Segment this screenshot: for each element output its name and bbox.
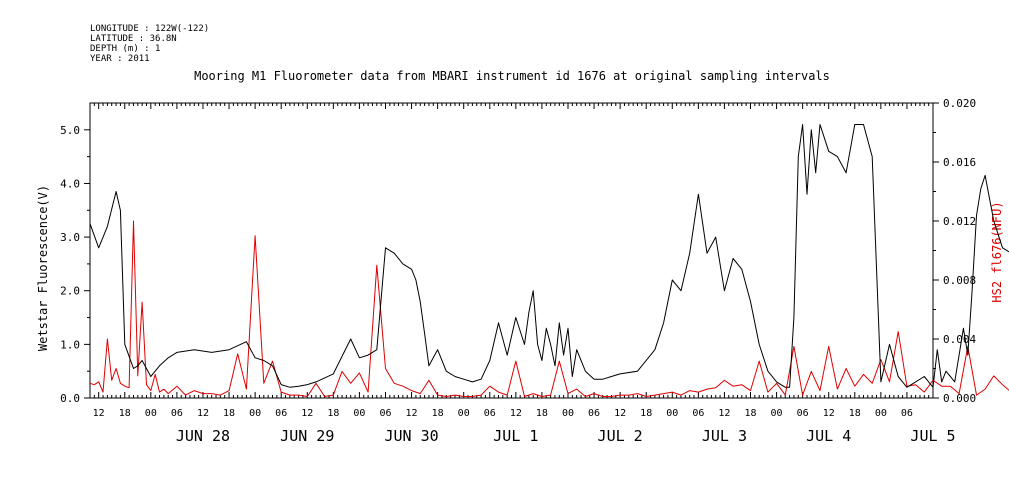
header-info: LONGITUDE : 122W(-122) LATITUDE : 36.8N … — [90, 24, 209, 64]
x-hour-label: 00 — [562, 408, 574, 419]
header-year: YEAR : 2011 — [90, 54, 150, 64]
y2-tick-label: 0.016 — [943, 156, 976, 169]
y-tick-label: 2.0 — [60, 285, 80, 298]
right-axis: 0.000 0.004 0.008 0.012 0.016 0.020 — [933, 97, 976, 405]
x-hour-label: 00 — [458, 408, 470, 419]
x-hour-label: 06 — [484, 408, 496, 419]
x-day-label: JUL 5 — [910, 427, 955, 445]
x-hour-label: 18 — [640, 408, 652, 419]
y-tick-label: 5.0 — [60, 124, 80, 137]
x-hour-label: 06 — [379, 408, 391, 419]
plot-frame — [89, 102, 934, 399]
time-axis: 12 18 00 06 12 18 00 06 12 18 00 06 12 18 00 06 12 18 00 06… — [89, 103, 956, 445]
x-hour-label: 12 — [93, 408, 105, 419]
series-line-hs2 — [89, 220, 1009, 397]
y-tick-label: 3.0 — [60, 231, 80, 244]
left-axis-label: Wetstar Fluorescence(V) — [36, 185, 50, 351]
header-latitude: LATITUDE : 36.8N — [90, 34, 177, 44]
x-hour-label: 00 — [353, 408, 365, 419]
y2-tick-label: 0.020 — [943, 97, 976, 110]
x-hour-label: 00 — [249, 408, 261, 419]
x-hour-label: 12 — [718, 408, 730, 419]
x-hour-label: 12 — [823, 408, 835, 419]
x-hour-label: 06 — [797, 408, 809, 419]
x-hour-label: 00 — [145, 408, 157, 419]
x-hour-label: 18 — [744, 408, 756, 419]
header-depth: DEPTH (m) : 1 — [90, 44, 160, 54]
x-hour-label: 00 — [666, 408, 678, 419]
x-hour-label: 06 — [171, 408, 183, 419]
x-hour-label: 18 — [536, 408, 548, 419]
header-longitude: LONGITUDE : 122W(-122) — [90, 24, 209, 34]
x-hour-label: 12 — [406, 408, 418, 419]
x-hour-label: 06 — [901, 408, 913, 419]
x-hour-label: 06 — [692, 408, 704, 419]
x-day-label: JUN 30 — [384, 427, 438, 445]
series-layer — [89, 124, 1009, 397]
x-hour-label: 18 — [432, 408, 444, 419]
x-day-label: JUL 4 — [806, 427, 851, 445]
x-hour-label: 12 — [614, 408, 626, 419]
x-hour-label: 12 — [510, 408, 522, 419]
right-axis-label: HS2 fl676(NFU) — [990, 201, 1004, 302]
chart-title: Mooring M1 Fluorometer data from MBARI i… — [194, 69, 830, 83]
x-day-label: JUL 1 — [493, 427, 538, 445]
y2-tick-label: 0.004 — [943, 333, 976, 346]
y2-tick-label: 0.012 — [943, 215, 976, 228]
y2-tick-label: 0.000 — [943, 392, 976, 405]
x-day-label: JUN 29 — [280, 427, 334, 445]
y-tick-label: 4.0 — [60, 177, 80, 190]
x-hour-label: 12 — [197, 408, 209, 419]
x-day-label: JUL 3 — [702, 427, 747, 445]
x-hour-label: 00 — [771, 408, 783, 419]
left-axis: 0.0 1.0 2.0 3.0 4.0 5.0 — [60, 124, 90, 405]
x-hour-label: 18 — [119, 408, 131, 419]
x-day-label: JUN 28 — [176, 427, 230, 445]
y-tick-label: 0.0 — [60, 392, 80, 405]
x-hour-label: 06 — [275, 408, 287, 419]
x-day-label: JUL 2 — [598, 427, 643, 445]
y-tick-label: 1.0 — [60, 338, 80, 351]
x-hour-label: 00 — [875, 408, 887, 419]
x-hour-label: 12 — [301, 408, 313, 419]
series-line-wetstar — [89, 124, 1009, 388]
x-hour-label: 18 — [327, 408, 339, 419]
x-hour-label: 18 — [223, 408, 235, 419]
x-hour-label: 18 — [849, 408, 861, 419]
y2-tick-label: 0.008 — [943, 274, 976, 287]
x-hour-label: 06 — [588, 408, 600, 419]
